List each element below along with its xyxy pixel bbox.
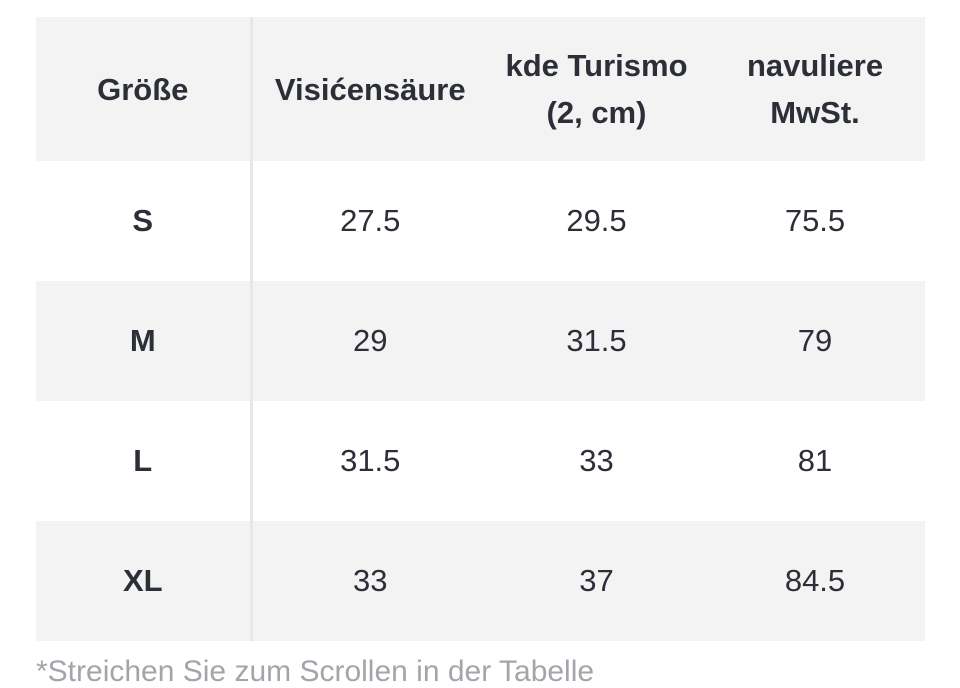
table-row: M 29 31.5 79 bbox=[36, 281, 925, 401]
header-cell-col3: kde Turismo (2, cm) bbox=[505, 48, 688, 130]
table-cell: 29 bbox=[353, 323, 388, 358]
table-cell: 29.5 bbox=[566, 203, 627, 238]
size-chart-table[interactable]: Größe Visićensäure kde Turismo (2, cm) n… bbox=[36, 17, 925, 641]
table-body: S 27.5 29.5 75.5 M 29 31.5 79 L 31.5 33 … bbox=[36, 161, 925, 641]
scroll-hint-footnote: *Streichen Sie zum Scrollen in der Tabel… bbox=[36, 655, 595, 688]
table-cell: 33 bbox=[353, 563, 388, 598]
table-row: S 27.5 29.5 75.5 bbox=[36, 161, 925, 281]
table-cell: 27.5 bbox=[340, 203, 401, 238]
table-cell: 79 bbox=[797, 323, 833, 358]
size-cell: L bbox=[36, 401, 253, 521]
table-cell: 75.5 bbox=[784, 203, 846, 238]
table-header: Größe Visićensäure kde Turismo (2, cm) n… bbox=[36, 17, 925, 161]
header-row: Größe Visićensäure kde Turismo (2, cm) n… bbox=[36, 17, 925, 161]
size-cell: XL bbox=[36, 521, 253, 641]
table-cell: 31.5 bbox=[340, 443, 401, 478]
size-cell: M bbox=[36, 281, 253, 401]
table-cell: 33 bbox=[579, 443, 614, 478]
table-cell: 31.5 bbox=[566, 323, 627, 358]
table-row: L 31.5 33 81 bbox=[36, 401, 925, 521]
table-row: XL 33 37 84.5 bbox=[36, 521, 925, 641]
table-cell: 37 bbox=[579, 563, 614, 598]
table-cell: 84.5 bbox=[784, 563, 846, 598]
table-cell: 81 bbox=[797, 443, 833, 478]
header-cell-col2: Visićensäure bbox=[274, 71, 466, 107]
size-cell: S bbox=[36, 161, 253, 281]
header-cell-col4: navuliere MwSt. bbox=[746, 48, 884, 130]
header-cell-size: Größe bbox=[36, 17, 253, 161]
